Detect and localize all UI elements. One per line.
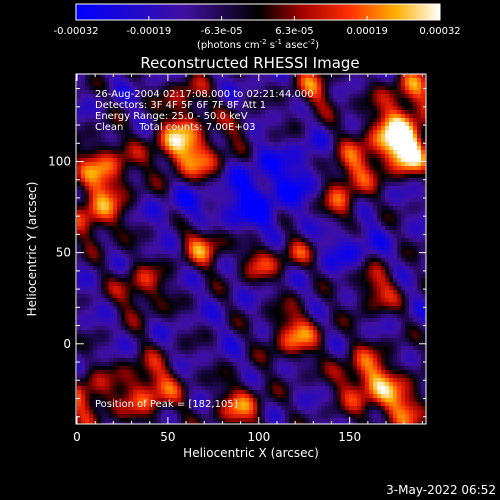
y-tick-label: 0 <box>63 337 71 351</box>
colorbar-unit-label: (photons cm-2 s-1 asec-2) <box>197 38 319 51</box>
colorbar-tick-label: -0.00032 <box>54 26 99 37</box>
y-axis-label: Heliocentric Y (arcsec) <box>25 182 39 317</box>
annotation-peak-position: Position of Peak = [182,105] <box>95 399 238 410</box>
x-axis-ticks: 0 50 100 150 <box>73 74 423 444</box>
heatmap-image <box>77 74 426 424</box>
footer-timestamp: 3-May-2022 06:52 <box>386 483 496 497</box>
x-tick-label: 50 <box>160 430 175 444</box>
x-tick-label: 0 <box>73 430 81 444</box>
colorbar-tick-label: 6.3e-05 <box>275 26 313 37</box>
colorbar-tick-label: 0.00032 <box>419 26 460 37</box>
annotation-detectors: Detectors: 3F 4F 5F 6F 7F 8F Att 1 <box>95 100 266 111</box>
colorbar-tick-labels: -0.00032 -0.00019 -6.3e-05 6.3e-05 0.00019 0.… <box>54 26 461 37</box>
chart-title: Reconstructed RHESSI Image <box>140 54 359 72</box>
annotation-energy-range: Energy Range: 25.0 - 50.0 keV <box>95 111 248 122</box>
x-tick-label: 150 <box>338 430 361 444</box>
y-axis-ticks: 0 50 100 <box>48 88 426 418</box>
x-tick-label: 100 <box>247 430 270 444</box>
colorbar-ticks <box>75 16 441 20</box>
y-tick-label: 100 <box>48 155 71 169</box>
colorbar-tick-label: -6.3e-05 <box>201 26 243 37</box>
colorbar-tick-label: 0.00019 <box>347 26 388 37</box>
annotation-time-range: 26-Aug-2004 02:17:08.000 to 02:21:44.000 <box>95 89 314 100</box>
plot-frame <box>75 73 427 425</box>
colorbar-tick-label: -0.00019 <box>126 26 171 37</box>
x-axis-label: Heliocentric X (arcsec) <box>183 446 319 460</box>
colorbar <box>75 3 441 21</box>
y-tick-label: 50 <box>56 246 71 260</box>
annotation-clean-counts: Clean Total counts: 7.00E+03 <box>95 122 255 133</box>
